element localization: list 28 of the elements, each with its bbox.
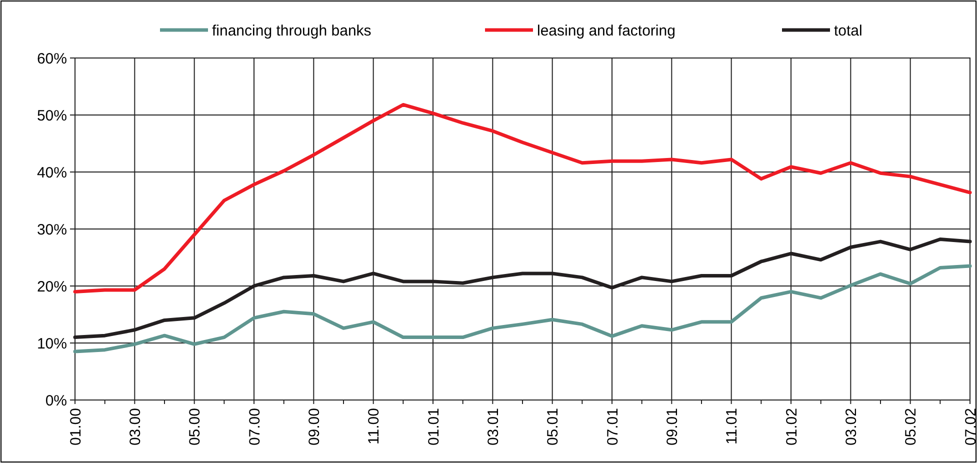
x-tick-label: 07.02 [962,408,977,446]
y-tick-label: 40% [36,164,67,182]
x-tick-label: 01.02 [783,408,800,446]
legend-label: financing through banks [212,22,372,40]
line-series [73,102,972,294]
y-tick-label: 0% [45,392,67,410]
legend-label: total [834,22,862,40]
x-tick-label: 11.00 [366,408,383,444]
line-series [73,264,972,354]
y-tick-label: 20% [36,278,67,296]
x-tick-label: 09.00 [306,408,323,446]
y-tick-label: 60% [36,50,67,68]
x-tick-label: 11.01 [724,408,741,444]
x-tick-label: 05.00 [186,408,204,446]
x-tick-label: 01.00 [67,408,84,446]
x-tick-label: 03.00 [126,408,144,446]
x-tick-label: 03.01 [484,408,502,446]
legend-label: leasing and factoring [537,22,676,40]
x-tick-label: 07.01 [604,408,622,446]
y-tick-label: 10% [36,335,67,352]
x-tick-label: 07.00 [246,408,264,446]
x-tick-label: 09.01 [664,408,681,446]
y-tick-label: 30% [36,221,67,238]
y-tick-label: 50% [36,107,67,124]
x-tick-label: 05.01 [544,408,562,446]
x-tick-label: 03.02 [842,408,860,446]
x-tick-label: 05.02 [902,408,920,446]
x-tick-label: 01.01 [425,408,442,446]
